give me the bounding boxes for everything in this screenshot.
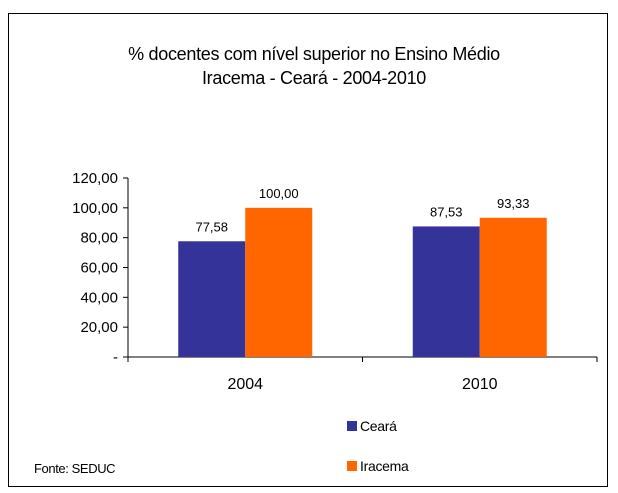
- bar-cear-2010: [412, 226, 480, 357]
- chart-title-block: % docentes com nível superior no Ensino …: [0, 42, 618, 90]
- bar-iracema-2010: [479, 217, 547, 357]
- legend-label: Ceará: [360, 418, 397, 434]
- legend-swatch-cear: [347, 421, 357, 431]
- bar-iracema-2004: [245, 207, 313, 357]
- y-tick-label: 20,00: [80, 319, 118, 336]
- data-label: 100,00: [259, 186, 299, 201]
- x-tick-label: 2004: [227, 376, 263, 393]
- source-note: Fonte: SEDUC: [34, 461, 116, 476]
- y-tick-label: -: [113, 349, 118, 366]
- data-label: 87,53: [430, 204, 463, 219]
- y-tick-label: 40,00: [80, 289, 118, 306]
- legend-label: Iracema: [360, 458, 409, 474]
- legend-swatch-iracema: [347, 461, 357, 471]
- chart-subtitle: Iracema - Ceará - 2004-2010: [201, 68, 427, 88]
- y-tick-label: 120,00: [72, 170, 118, 187]
- data-label: 77,58: [195, 219, 228, 234]
- y-tick-label: 80,00: [80, 230, 118, 247]
- bar-cear-2004: [178, 241, 246, 357]
- x-tick-label: 2010: [462, 376, 498, 393]
- data-label: 93,33: [497, 196, 530, 211]
- chart-title: % docentes com nível superior no Ensino …: [128, 44, 500, 64]
- y-tick-label: 100,00: [72, 200, 118, 217]
- y-tick-label: 60,00: [80, 260, 118, 277]
